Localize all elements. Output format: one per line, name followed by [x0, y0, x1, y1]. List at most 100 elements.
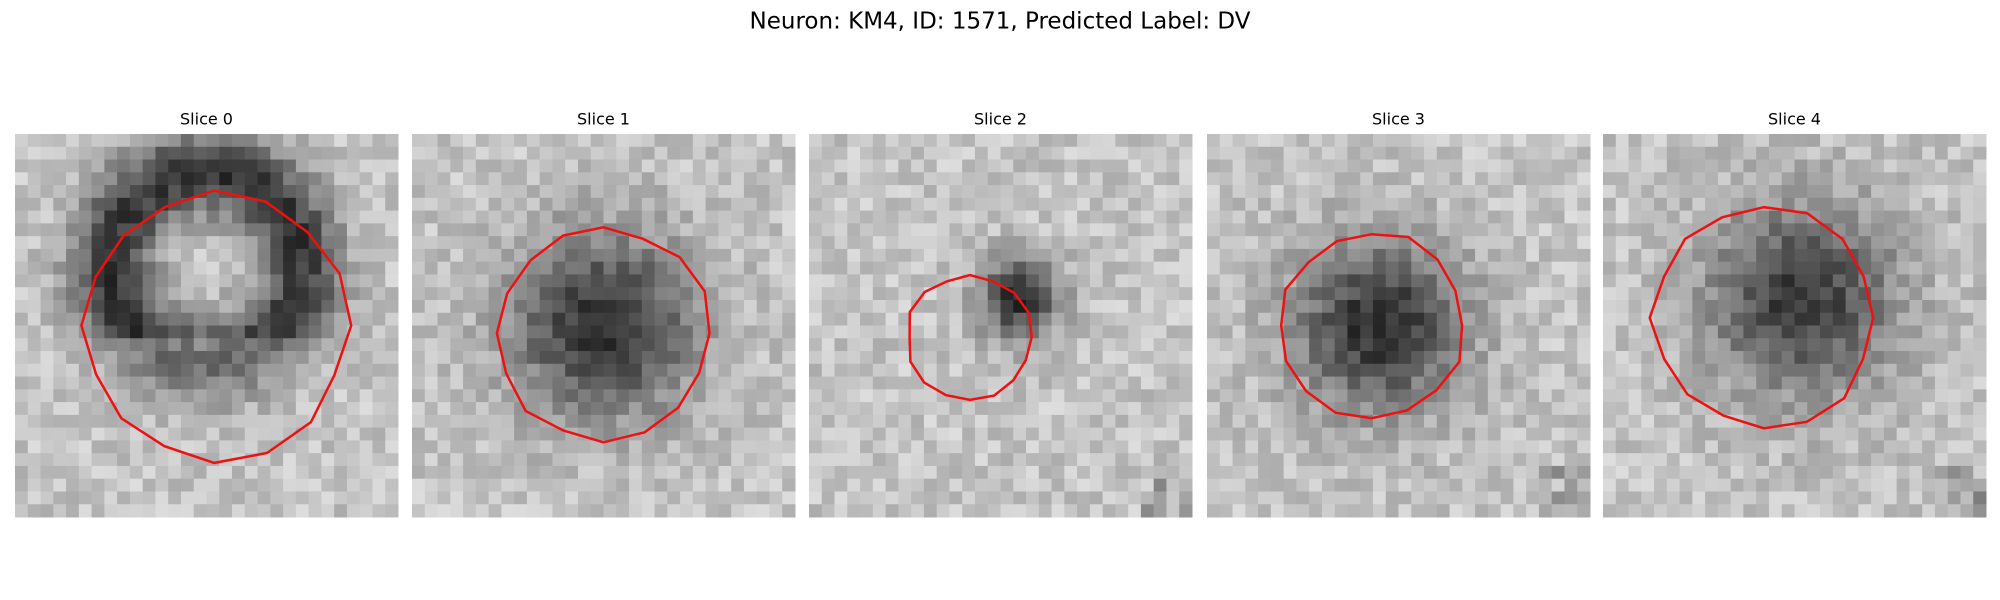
- pixel: [847, 312, 861, 326]
- pixel: [308, 197, 322, 212]
- pixel: [1615, 325, 1630, 339]
- pixel: [193, 223, 207, 237]
- pixel: [155, 338, 169, 352]
- pixel: [1026, 159, 1040, 173]
- pixel: [974, 491, 989, 505]
- pixel: [180, 287, 195, 301]
- pixel: [53, 453, 67, 467]
- pixel: [565, 338, 579, 352]
- pixel: [219, 146, 233, 161]
- pixel: [1692, 453, 1706, 467]
- pixel: [1462, 376, 1476, 390]
- pixel: [1513, 299, 1527, 314]
- pixel: [1603, 491, 1617, 505]
- pixel: [552, 440, 566, 454]
- pixel: [1577, 134, 1591, 148]
- pixel: [1064, 236, 1078, 250]
- pixel: [1153, 465, 1167, 480]
- pixel: [1973, 146, 1987, 161]
- pixel: [1347, 465, 1361, 480]
- pixel: [1013, 338, 1027, 352]
- pixel: [463, 325, 477, 339]
- pixel: [936, 325, 950, 339]
- pixel: [180, 236, 195, 250]
- pixel: [1730, 351, 1744, 365]
- pixel: [1756, 312, 1770, 326]
- pixel: [1960, 134, 1974, 148]
- pixel: [1166, 146, 1180, 161]
- pixel: [1140, 465, 1155, 480]
- pixel: [1334, 197, 1348, 212]
- pixel: [206, 248, 220, 263]
- pixel: [756, 236, 770, 250]
- pixel: [1832, 248, 1847, 263]
- pixel: [692, 338, 707, 352]
- pixel: [1781, 236, 1795, 250]
- pixel: [1296, 338, 1310, 352]
- pixel: [334, 312, 348, 326]
- pixel: [641, 185, 656, 199]
- pixel: [847, 414, 861, 429]
- pixel: [40, 504, 54, 518]
- pixel: [1666, 223, 1681, 237]
- pixel: [1641, 274, 1655, 288]
- pixel: [501, 478, 515, 492]
- pixel: [1526, 414, 1540, 429]
- pixel: [1245, 172, 1259, 186]
- slice-image: [412, 134, 796, 518]
- pixel: [1296, 402, 1310, 416]
- pixel: [782, 402, 796, 416]
- pixel: [680, 440, 694, 454]
- pixel: [936, 248, 950, 263]
- pixel: [1398, 389, 1412, 403]
- pixel: [1270, 465, 1285, 480]
- pixel: [1641, 159, 1655, 173]
- pixel: [834, 134, 848, 148]
- pixel: [1896, 491, 1910, 505]
- pixel: [923, 223, 938, 237]
- pixel: [1064, 402, 1078, 416]
- pixel: [412, 223, 426, 237]
- pixel: [911, 299, 925, 314]
- pixel: [244, 261, 259, 275]
- pixel: [514, 351, 528, 365]
- pixel: [1166, 504, 1180, 518]
- pixel: [577, 465, 592, 480]
- pixel: [743, 210, 758, 224]
- pixel: [821, 274, 836, 288]
- pixel: [718, 363, 732, 378]
- pixel: [1858, 363, 1872, 378]
- pixel: [1385, 287, 1399, 301]
- pixel: [743, 338, 758, 352]
- pixel: [475, 210, 490, 224]
- pixel: [1207, 312, 1221, 326]
- pixel: [270, 223, 284, 237]
- pixel: [1309, 159, 1323, 173]
- pixel: [552, 172, 566, 186]
- pixel: [539, 504, 553, 518]
- pixel: [1628, 185, 1642, 199]
- pixel: [1934, 427, 1949, 441]
- pixel: [142, 312, 156, 326]
- pixel: [283, 312, 297, 326]
- pixel: [834, 197, 848, 212]
- pixel: [1309, 351, 1323, 365]
- pixel: [923, 389, 938, 403]
- pixel: [987, 440, 1001, 454]
- pixel: [1140, 274, 1155, 288]
- pixel: [308, 274, 322, 288]
- pixel: [1564, 351, 1578, 365]
- pixel: [78, 491, 93, 505]
- pixel: [1207, 491, 1221, 505]
- pixel: [1934, 223, 1949, 237]
- pixel: [769, 261, 783, 275]
- pixel: [142, 440, 156, 454]
- pixel: [321, 312, 335, 326]
- pixel: [692, 134, 707, 148]
- pixel: [629, 351, 643, 365]
- pixel: [27, 478, 42, 492]
- pixel: [193, 134, 207, 148]
- pixel: [437, 287, 451, 301]
- pixel: [898, 351, 912, 365]
- pixel: [1153, 274, 1167, 288]
